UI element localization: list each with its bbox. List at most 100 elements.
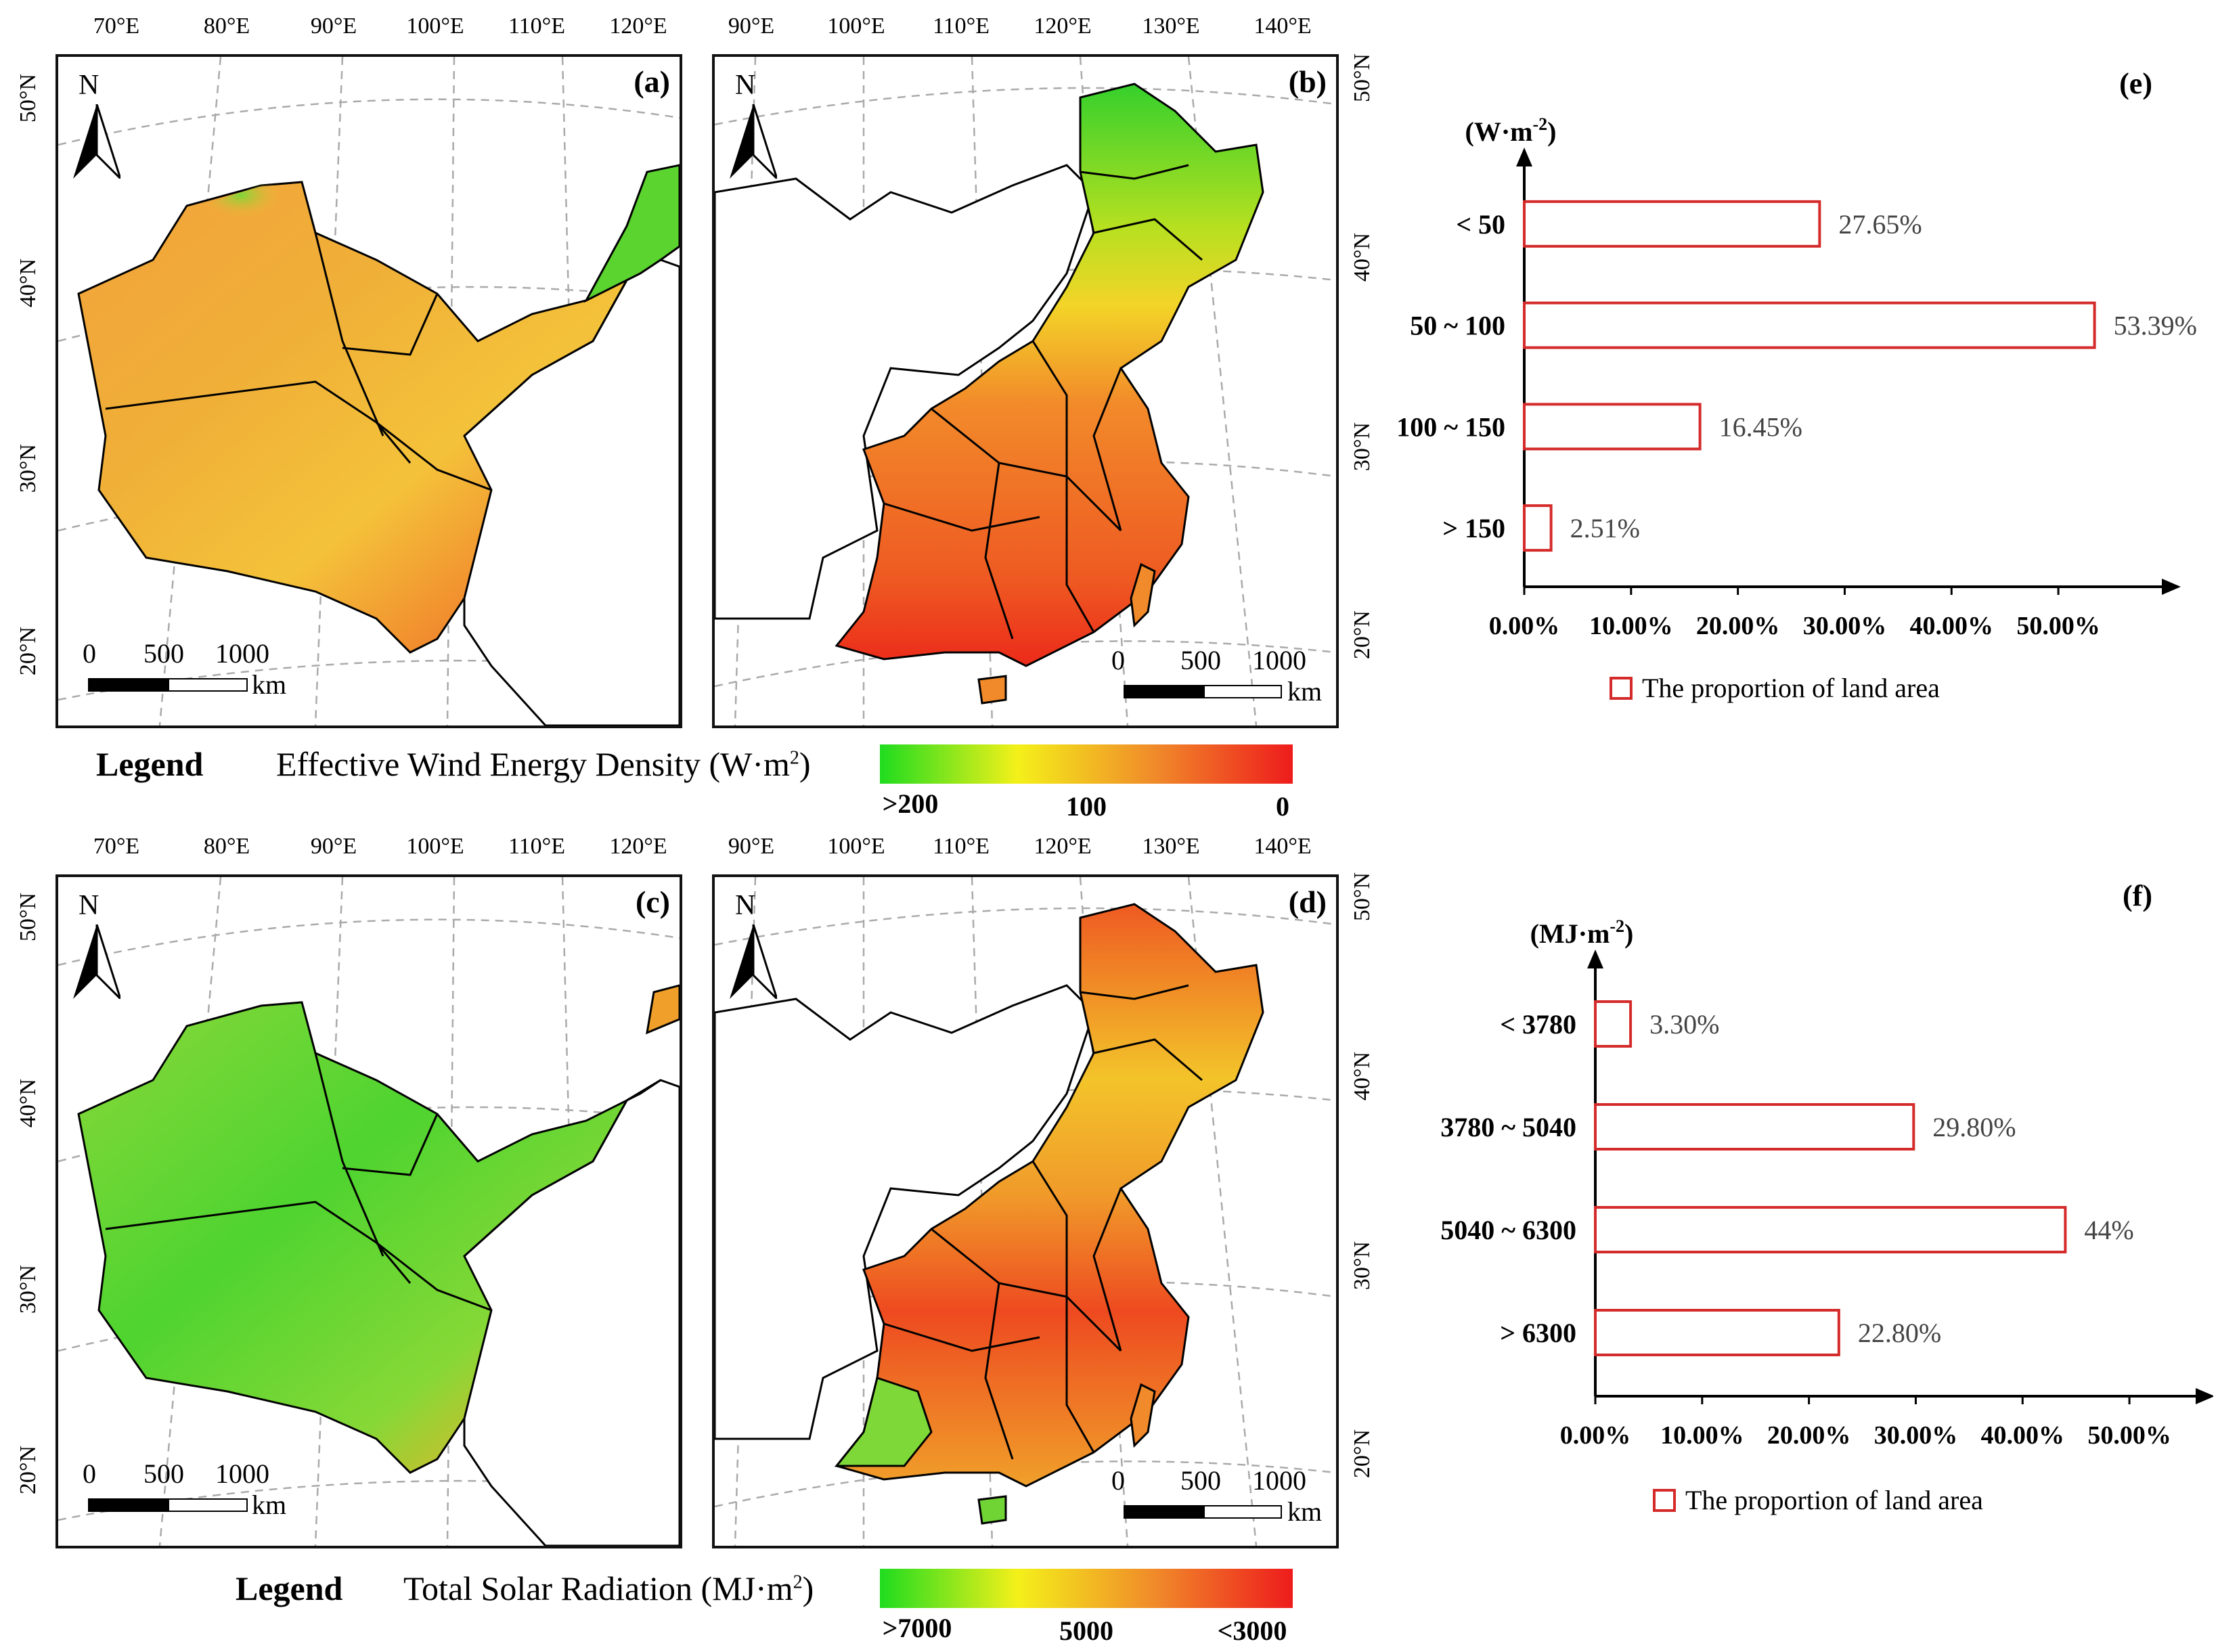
panel-label-b: (b) xyxy=(1288,64,1327,99)
category-label: 3780 ~ 5040 xyxy=(1440,1112,1576,1142)
map-a-svg xyxy=(58,57,680,725)
scale-tick: 0 xyxy=(1111,1465,1125,1496)
scale-tick: 1000 xyxy=(1252,645,1306,675)
bar xyxy=(1594,1000,1633,1048)
category-label: < 50 xyxy=(1456,209,1505,240)
data-label: 44% xyxy=(2084,1215,2133,1245)
x-tick-label: 20.00% xyxy=(1767,1421,1851,1450)
x-tick-label: 40.00% xyxy=(1981,1421,2065,1450)
lat-label: 50°N xyxy=(16,73,41,123)
color-ramp-tick: 5000 xyxy=(1059,1615,1113,1646)
northeast-green-strip xyxy=(583,164,680,303)
lat-label: 40°N xyxy=(16,1078,41,1128)
x-tick-label: 10.00% xyxy=(1589,612,1673,640)
legend-title-text: Total Solar Radiation (MJ·m xyxy=(403,1569,793,1607)
lon-label: 110°E xyxy=(932,834,990,859)
data-label: 3.30% xyxy=(1649,1009,1719,1040)
color-ramp xyxy=(880,744,1293,784)
legend-word: Legend xyxy=(236,1569,343,1607)
scale-tick: 0 xyxy=(83,638,96,669)
map-b-svg xyxy=(715,57,1336,725)
x-tick-label: 30.00% xyxy=(1874,1421,1958,1450)
panel-label-c: (c) xyxy=(635,885,670,919)
scale-unit: km xyxy=(252,669,287,700)
lon-label: 100°E xyxy=(406,14,464,39)
lon-label: 110°E xyxy=(508,834,566,859)
category-label: > 6300 xyxy=(1500,1318,1576,1348)
lon-label: 100°E xyxy=(406,834,464,859)
legend-title-sup: 2 xyxy=(793,1571,803,1593)
lon-label: 90°E xyxy=(728,834,775,859)
northeast-orange-strip xyxy=(646,984,680,1035)
x-axis-arrow-icon xyxy=(2162,579,2181,595)
lon-label: 80°E xyxy=(203,834,250,859)
lon-label: 90°E xyxy=(310,14,357,39)
lat-label: 30°N xyxy=(16,1264,41,1314)
bar xyxy=(1523,200,1821,248)
legend-title-end: ) xyxy=(802,1569,814,1607)
lon-label: 130°E xyxy=(1142,834,1200,859)
x-tick-label: 40.00% xyxy=(1910,612,1994,640)
eastern-china-region xyxy=(835,83,1264,667)
lon-label: 70°E xyxy=(93,14,140,39)
x-tick-label: 10.00% xyxy=(1660,1421,1744,1450)
y-axis-unit: (W·m-2) xyxy=(1465,114,1557,147)
x-tick-label: 0.00% xyxy=(1560,1421,1631,1450)
chart-panel-label: (e) xyxy=(2119,67,2152,100)
color-ramp-tick: >200 xyxy=(882,788,939,819)
y-axis-unit: (MJ·m-2) xyxy=(1530,916,1634,949)
lon-label: 100°E xyxy=(827,834,885,859)
category-label: 50 ~ 100 xyxy=(1410,311,1505,341)
panel-label-a: (a) xyxy=(634,64,670,99)
map-c-svg xyxy=(58,877,680,1546)
north-label: N xyxy=(735,890,756,921)
color-ramp xyxy=(880,1569,1293,1608)
scale-tick: 0 xyxy=(1111,645,1125,675)
western-provinces-outline xyxy=(715,984,1095,1440)
north-arrow-icon xyxy=(73,924,120,999)
taiwan-island xyxy=(1130,562,1156,628)
category-label: < 3780 xyxy=(1500,1009,1576,1040)
north-arrow-icon xyxy=(730,924,777,999)
x-axis-arrow-icon xyxy=(2196,1388,2215,1404)
category-label: 5040 ~ 6300 xyxy=(1440,1215,1576,1245)
legend-swatch xyxy=(1610,677,1633,700)
north-arrow-icon xyxy=(730,104,777,179)
color-ramp-tick: 100 xyxy=(1066,791,1107,822)
x-tick-label: 50.00% xyxy=(2016,612,2100,640)
bar xyxy=(1523,403,1702,451)
lon-label: 120°E xyxy=(609,834,667,859)
panel-label-d: (d) xyxy=(1288,885,1327,919)
color-ramp-tick: <3000 xyxy=(1217,1615,1287,1646)
lat-label: 30°N xyxy=(16,443,41,493)
chart-svg: (e) (W·m-2) 0.00% 10.00% 20.00% 30.00% 40.00% 5… xyxy=(1396,67,2197,703)
lon-label: 120°E xyxy=(609,14,667,39)
legend-title-text: Effective Wind Energy Density (W·m xyxy=(276,745,790,783)
scale-tick: 500 xyxy=(1180,1465,1221,1496)
color-ramp-tick: 0 xyxy=(1276,791,1289,822)
north-label: N xyxy=(79,890,99,921)
chart-svg: (f) (MJ·m-2) 0.00% 10.00% 20.00% 30.00% 40.00%… xyxy=(1440,879,2215,1515)
lon-label: 100°E xyxy=(827,14,885,39)
legend-word: Legend xyxy=(96,745,204,783)
scale-tick: 500 xyxy=(143,638,184,669)
bar xyxy=(1523,301,2096,349)
data-label: 16.45% xyxy=(1719,411,1802,442)
scale-tick: 1000 xyxy=(215,638,269,669)
data-label: 27.65% xyxy=(1838,209,1922,240)
legend-title: Effective Wind Energy Density (W·m2) xyxy=(276,744,811,784)
bar xyxy=(1594,1206,2067,1253)
yunnan-green-region xyxy=(834,1377,933,1467)
data-label: 53.39% xyxy=(2114,311,2197,341)
map-d-svg xyxy=(715,877,1336,1546)
data-label: 29.80% xyxy=(1932,1112,2016,1142)
legend-label: The proportion of land area xyxy=(1642,673,1940,703)
map-panel-a: (a) N 0 500 1000 km xyxy=(56,54,682,728)
lon-label: 90°E xyxy=(310,834,357,859)
scale-unit: km xyxy=(1287,1496,1323,1527)
x-tick-label: 20.00% xyxy=(1696,612,1780,640)
scale-tick: 0 xyxy=(83,1458,96,1489)
lon-label: 90°E xyxy=(728,14,775,39)
x-tick-label: 30.00% xyxy=(1803,612,1887,640)
lat-label: 40°N xyxy=(16,258,41,308)
